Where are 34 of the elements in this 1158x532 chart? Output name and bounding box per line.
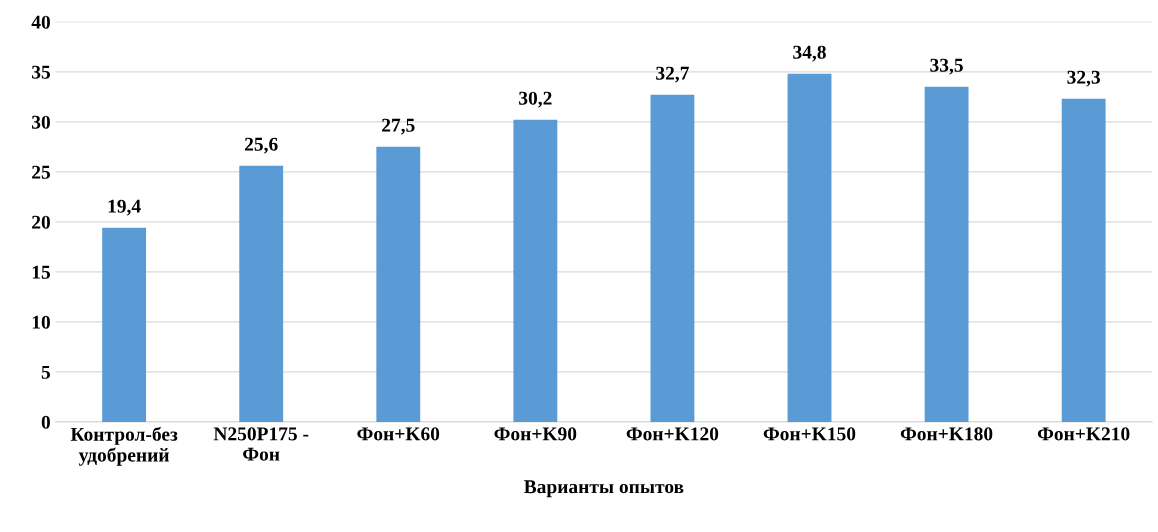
x-tick-label: Фон+K60	[357, 427, 440, 441]
y-tick-label: 40	[31, 15, 50, 29]
x-tick-label: Фон+K120	[626, 427, 719, 441]
data-label: 33,5	[930, 58, 963, 75]
x-tick-label: Фон+K180	[900, 427, 993, 441]
y-tick-label: 20	[32, 215, 50, 229]
bar	[513, 119, 558, 422]
bar	[102, 227, 147, 422]
data-label: 25,6	[245, 137, 278, 154]
bar	[787, 73, 832, 422]
x-tick-label: N250P175 - Фон	[213, 427, 309, 461]
x-tick-label: Фон+K210	[1037, 427, 1130, 441]
x-tick-label: Фон+K90	[494, 427, 577, 441]
data-label: 27,5	[382, 118, 415, 135]
y-tick-label: 30	[32, 115, 50, 129]
y-tick-label: 10	[32, 315, 50, 329]
y-tick-label: 0	[41, 415, 50, 429]
y-tick-label: 25	[32, 165, 51, 179]
data-label: 30,2	[519, 91, 552, 108]
x-tick-label: Фон+K150	[763, 427, 856, 441]
y-tick-label: 35	[32, 65, 51, 79]
bar	[650, 94, 695, 422]
data-label: 34,8	[793, 45, 826, 62]
bar	[376, 146, 421, 422]
data-label: 32,7	[656, 66, 689, 83]
bar	[239, 165, 284, 422]
y-tick-label: 15	[32, 265, 51, 279]
bar	[924, 86, 969, 422]
x-tick-label: Контрол-без удобрений	[70, 426, 178, 466]
x-axis-title: Варианты опытов	[524, 480, 684, 498]
data-label: 32,3	[1067, 70, 1101, 87]
bar	[1061, 98, 1106, 422]
y-tick-label: 5	[41, 365, 51, 379]
data-label: 19,4	[108, 199, 141, 216]
